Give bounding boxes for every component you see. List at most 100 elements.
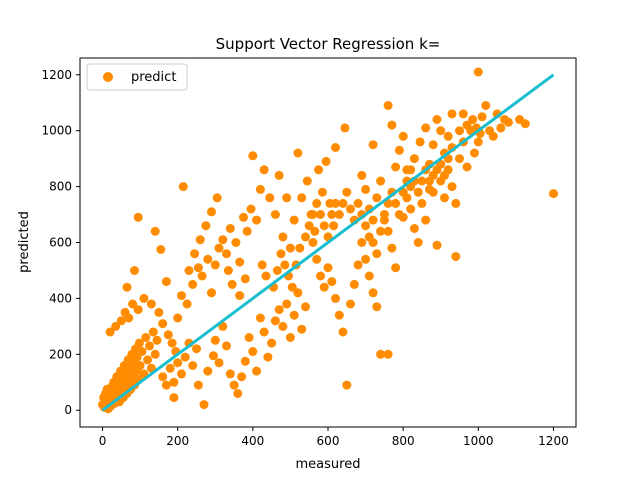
scatter-point bbox=[432, 240, 442, 250]
scatter-point bbox=[192, 344, 201, 354]
scatter-point bbox=[282, 193, 292, 203]
scatter-point bbox=[188, 279, 198, 289]
scatter-point bbox=[105, 327, 115, 337]
scatter-point bbox=[447, 182, 457, 192]
scatter-point bbox=[340, 123, 350, 133]
chart-title: Support Vector Regression k= bbox=[216, 35, 441, 53]
scatter-point bbox=[470, 148, 479, 158]
scatter-point bbox=[203, 254, 213, 264]
scatter-point bbox=[177, 369, 186, 379]
scatter-point bbox=[248, 151, 258, 161]
scatter-point bbox=[428, 140, 438, 150]
scatter-point bbox=[259, 165, 269, 175]
scatter-point bbox=[128, 299, 138, 309]
scatter-point bbox=[293, 148, 303, 158]
scatter-point bbox=[143, 355, 153, 365]
scatter-point bbox=[111, 321, 121, 331]
scatter-point bbox=[425, 176, 434, 186]
scatter-point bbox=[285, 333, 295, 342]
scatter-point bbox=[188, 361, 198, 370]
scatter-point bbox=[316, 271, 325, 281]
scatter-point bbox=[473, 137, 483, 147]
scatter-point bbox=[135, 361, 145, 370]
scatter-point bbox=[314, 165, 324, 175]
scatter-point bbox=[289, 310, 299, 320]
x-axis-label: measured bbox=[296, 457, 361, 472]
scatter-point bbox=[477, 112, 487, 122]
scatter-point bbox=[327, 210, 337, 219]
scatter-point bbox=[338, 327, 348, 337]
scatter-point bbox=[301, 232, 310, 242]
scatter-point bbox=[184, 266, 194, 275]
y-tick-label: 0 bbox=[64, 403, 72, 417]
scatter-point bbox=[169, 377, 179, 387]
scatter-point bbox=[133, 305, 143, 315]
scatter-point bbox=[255, 313, 265, 323]
scatter-point bbox=[462, 162, 472, 172]
scatter-point bbox=[372, 193, 382, 203]
scatter-point bbox=[409, 224, 419, 233]
scatter-point bbox=[406, 204, 416, 214]
scatter-point bbox=[342, 187, 352, 197]
scatter-point bbox=[368, 215, 378, 225]
scatter-point bbox=[394, 210, 404, 219]
scatter-point bbox=[265, 193, 275, 203]
legend-box bbox=[86, 63, 188, 91]
scatter-point bbox=[391, 198, 401, 208]
scatter-point bbox=[177, 291, 186, 301]
scatter-point bbox=[334, 210, 344, 219]
scatter-point bbox=[195, 235, 205, 245]
scatter-point bbox=[342, 380, 352, 390]
scatter-point bbox=[338, 198, 348, 208]
scatter-point bbox=[152, 335, 162, 345]
scatter-point bbox=[312, 198, 322, 208]
scatter-point bbox=[255, 184, 265, 194]
scatter-point bbox=[304, 221, 314, 231]
scatter-point bbox=[391, 263, 401, 273]
scatter-point bbox=[203, 366, 213, 376]
scatter-point bbox=[488, 131, 498, 141]
scatter-points bbox=[98, 67, 558, 414]
scatter-point bbox=[178, 182, 188, 192]
scatter-point bbox=[387, 120, 397, 130]
y-tick-label: 400 bbox=[49, 291, 72, 305]
scatter-point bbox=[436, 126, 446, 136]
scatter-point bbox=[346, 204, 355, 214]
x-tick-label: 1200 bbox=[538, 434, 569, 448]
scatter-point bbox=[361, 221, 371, 231]
scatter-point bbox=[257, 260, 267, 270]
scatter-point bbox=[398, 131, 408, 141]
x-tick-label: 400 bbox=[241, 434, 264, 448]
scatter-point bbox=[222, 341, 231, 351]
scatter-point bbox=[158, 372, 168, 382]
scatter-point bbox=[361, 254, 371, 264]
y-tick-label: 800 bbox=[49, 180, 72, 194]
scatter-point bbox=[432, 115, 442, 124]
regression-line bbox=[101, 73, 555, 412]
scatter-point bbox=[308, 238, 318, 247]
scatter-point bbox=[496, 123, 506, 133]
scatter-point bbox=[481, 101, 491, 110]
scatter-point bbox=[468, 115, 478, 124]
scatter-point bbox=[267, 338, 277, 348]
y-tick-label: 1000 bbox=[41, 124, 72, 138]
plot-area bbox=[98, 67, 558, 414]
scatter-point bbox=[289, 215, 299, 225]
y-axis-label: predicted bbox=[17, 211, 32, 273]
scatter-point bbox=[246, 204, 256, 214]
scatter-point bbox=[163, 330, 173, 340]
scatter-point bbox=[310, 226, 320, 236]
scatter-point bbox=[327, 277, 337, 287]
scatter-point bbox=[549, 189, 558, 199]
scatter-point bbox=[312, 254, 322, 264]
scatter-point bbox=[229, 380, 239, 390]
scatter-point bbox=[376, 226, 386, 236]
scatter-point bbox=[421, 215, 431, 225]
scatter-point bbox=[240, 356, 250, 366]
scatter-point bbox=[413, 187, 423, 197]
scatter-point bbox=[520, 119, 530, 129]
scatter-point bbox=[139, 293, 149, 303]
scatter-point bbox=[353, 198, 363, 208]
scatter-point bbox=[372, 302, 382, 312]
scatter-point bbox=[383, 349, 393, 359]
